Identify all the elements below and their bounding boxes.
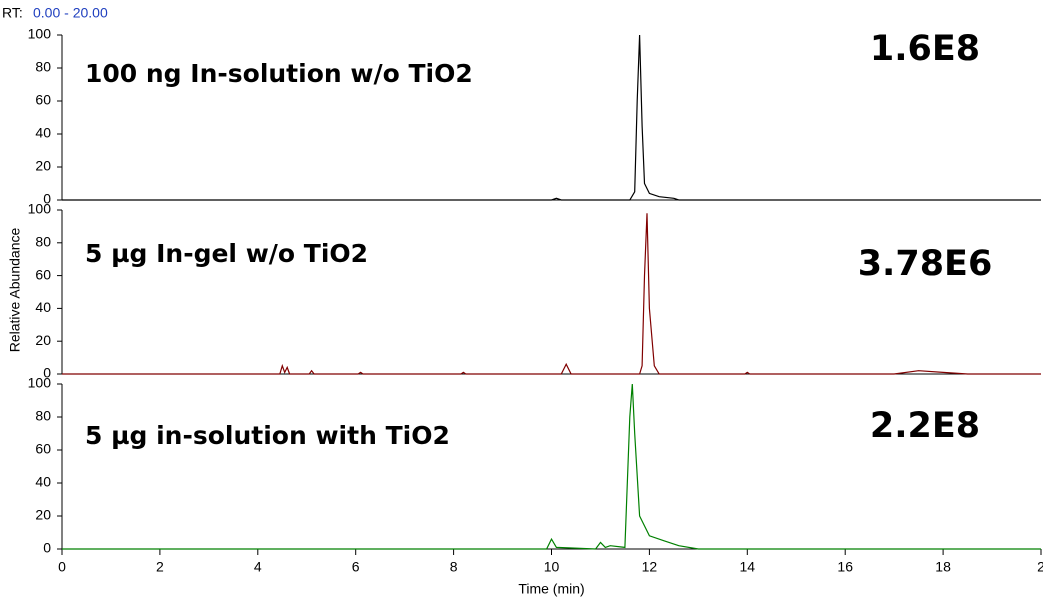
y-tick-label: 100 <box>28 26 52 42</box>
y-axis-label: Relative Abundance <box>7 228 23 353</box>
y-tick-label: 40 <box>35 125 51 141</box>
y-tick-label: 60 <box>35 92 51 108</box>
y-tick-label: 20 <box>35 507 51 523</box>
y-tick-label: 80 <box>35 234 51 250</box>
trace <box>62 34 1041 201</box>
x-tick-label: 10 <box>544 559 560 575</box>
trace <box>62 213 1041 375</box>
panel-title: 100 ng In-solution w/o TiO2 <box>85 59 473 88</box>
y-tick-label: 0 <box>43 365 51 381</box>
intensity-label: 3.78E6 <box>858 244 993 284</box>
y-tick-label: 60 <box>35 266 51 282</box>
y-tick-label: 100 <box>28 375 52 391</box>
intensity-label: 1.6E8 <box>870 29 980 69</box>
y-tick-label: 80 <box>35 59 51 75</box>
y-tick-label: 40 <box>35 299 51 315</box>
panel-title: 5 µg In-gel w/o TiO2 <box>85 239 368 268</box>
panel-title: 5 µg in-solution with TiO2 <box>85 421 450 450</box>
y-tick-label: 20 <box>35 158 51 174</box>
x-tick-label: 2 <box>1037 559 1043 575</box>
intensity-label: 2.2E8 <box>870 406 980 446</box>
trace <box>62 383 1041 550</box>
rt-label: RT: <box>2 5 23 21</box>
y-tick-label: 0 <box>43 540 51 556</box>
x-tick-label: 8 <box>450 559 458 575</box>
y-tick-label: 100 <box>28 201 52 217</box>
y-tick-label: 40 <box>35 474 51 490</box>
x-tick-label: 12 <box>642 559 658 575</box>
y-tick-label: 60 <box>35 441 51 457</box>
y-tick-label: 20 <box>35 332 51 348</box>
rt-range: 0.00 - 20.00 <box>33 5 108 21</box>
x-axis-label: Time (min) <box>518 581 584 597</box>
y-tick-label: 0 <box>43 191 51 207</box>
x-tick-label: 0 <box>58 559 66 575</box>
x-tick-label: 14 <box>740 559 756 575</box>
x-tick-label: 18 <box>935 559 951 575</box>
x-tick-label: 16 <box>837 559 853 575</box>
x-tick-label: 6 <box>352 559 360 575</box>
x-tick-label: 2 <box>156 559 164 575</box>
y-tick-label: 80 <box>35 408 51 424</box>
x-tick-label: 4 <box>254 559 262 575</box>
